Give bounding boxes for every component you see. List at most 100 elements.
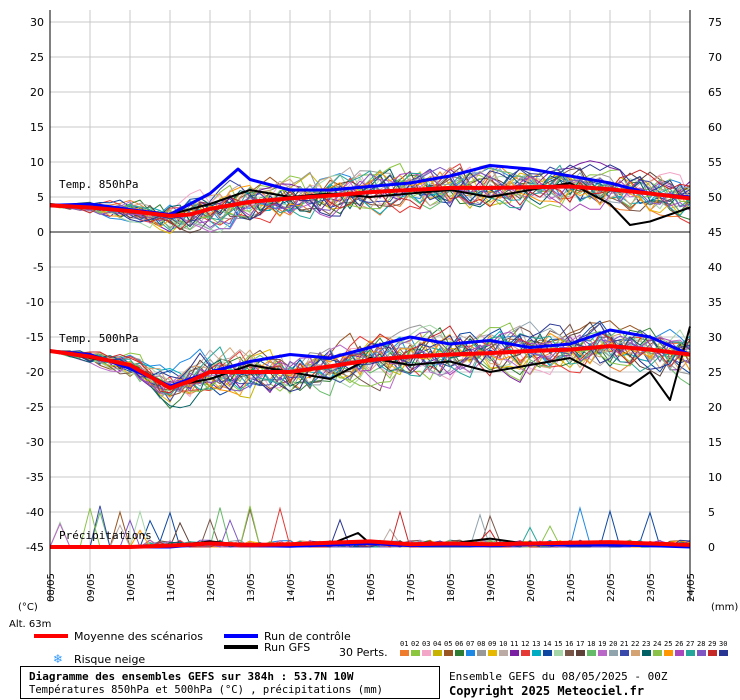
perturbation-number: 06	[455, 640, 464, 648]
perturbation-swatch	[686, 650, 695, 656]
perturbation-number: 20	[609, 640, 618, 648]
perturbation-swatch	[576, 650, 585, 656]
perturbation-number: 03	[422, 640, 431, 648]
x-tick-label: 20/05	[526, 573, 537, 602]
legend-gfs-text: Run GFS	[264, 641, 311, 654]
right-tick-label: 0	[708, 541, 715, 554]
perturbation-swatch	[719, 650, 728, 656]
left-tick-label: 20	[30, 86, 44, 99]
x-tick-label: 09/05	[86, 573, 97, 602]
perturbation-swatch	[609, 650, 618, 656]
perturbation-number: 27	[686, 640, 695, 648]
perturbation-swatch	[455, 650, 464, 656]
mean-precip-line	[50, 539, 691, 549]
perturbation-number: 28	[697, 640, 706, 648]
perturbation-number: 14	[543, 640, 552, 648]
perturbation-number: 16	[565, 640, 574, 648]
x-tick-label: 21/05	[566, 573, 577, 602]
perturbation-swatch	[675, 650, 684, 656]
x-tick-label: 13/05	[246, 573, 257, 602]
perturbation-swatch	[411, 650, 420, 656]
perturbation-swatch	[499, 650, 508, 656]
right-tick-label: 25	[708, 366, 722, 379]
x-tick-label: 22/05	[606, 573, 617, 602]
grid-lines	[49, 10, 691, 601]
perturbation-swatch	[598, 650, 607, 656]
left-tick-label: -10	[26, 296, 44, 309]
copyright: Copyright 2025 Meteociel.fr	[449, 684, 645, 698]
perturbation-number: 30	[719, 640, 728, 648]
perturbation-number: 19	[598, 640, 607, 648]
perturbations-label: 30 Perts.	[339, 646, 388, 659]
left-tick-label: -40	[26, 506, 44, 519]
perturbation-number: 02	[411, 640, 420, 648]
perturbation-swatch	[444, 650, 453, 656]
left-tick-label: -5	[33, 261, 44, 274]
perturbation-06-t500-line	[49, 326, 691, 410]
perturbation-number: 22	[631, 640, 640, 648]
t500-label: Temp. 500hPa	[59, 332, 138, 345]
left-tick-label: 15	[30, 121, 44, 134]
perturbation-number: 11	[510, 640, 519, 648]
right-tick-label: 60	[708, 121, 722, 134]
main-series-lines	[49, 164, 691, 549]
x-tick-label: 16/05	[366, 573, 377, 602]
altitude-label: Alt. 63m	[9, 619, 51, 630]
right-tick-label: 20	[708, 401, 722, 414]
right-tick-label: 30	[708, 331, 722, 344]
perturbation-swatch	[565, 650, 574, 656]
right-tick-label: 35	[708, 296, 722, 309]
x-tick-label: 15/05	[326, 573, 337, 602]
snowflake-icon: ❄	[53, 652, 64, 666]
right-tick-label: 15	[708, 436, 722, 449]
right-tick-label: 65	[708, 86, 722, 99]
title-box: Diagramme des ensembles GEFS sur 384h : …	[20, 666, 440, 699]
left-tick-label: 25	[30, 51, 44, 64]
legend-control-text: Run de contrôle	[264, 630, 351, 643]
perturbation-swatch	[532, 650, 541, 656]
perturbation-30-t850-line	[49, 164, 691, 228]
perturbation-22-t500-line	[49, 333, 691, 391]
x-tick-label: 19/05	[486, 573, 497, 602]
left-tick-label: -45	[26, 541, 44, 554]
left-tick-label: 30	[30, 16, 44, 29]
legend-snow-text: Risque neige	[74, 653, 146, 666]
left-tick-label: -35	[26, 471, 44, 484]
right-tick-label: 70	[708, 51, 722, 64]
left-tick-label: 0	[37, 226, 44, 239]
perturbation-swatch	[642, 650, 651, 656]
perturbation-number: 01	[400, 640, 409, 648]
right-tick-label: 10	[708, 471, 722, 484]
left-tick-label: -20	[26, 366, 44, 379]
x-tick-label: 18/05	[446, 573, 457, 602]
perturbation-swatch	[400, 650, 409, 656]
perturbation-swatch	[488, 650, 497, 656]
x-tick-label: 24/05	[686, 573, 697, 602]
perturbation-number: 29	[708, 640, 717, 648]
perturbation-number: 12	[521, 640, 530, 648]
x-tick-label: 17/05	[406, 573, 417, 602]
right-tick-label: 50	[708, 191, 722, 204]
perturbation-number: 09	[488, 640, 497, 648]
left-tick-label: -25	[26, 401, 44, 414]
perturbation-swatch	[554, 650, 563, 656]
perturbation-swatch	[477, 650, 486, 656]
perturbation-number: 25	[664, 640, 673, 648]
right-tick-label: 5	[708, 506, 715, 519]
mean-t500-line	[49, 344, 691, 391]
perturbation-number: 04	[433, 640, 442, 648]
perturbation-swatch	[521, 650, 530, 656]
legend-mean-line	[34, 634, 68, 638]
perturbation-number: 08	[477, 640, 486, 648]
perturbation-swatch	[708, 650, 717, 656]
left-tick-label: -15	[26, 331, 44, 344]
perturbation-14-t500-line	[49, 320, 691, 396]
x-axis-ticks: 08/05 09/05 10/05 11/05 12/05 13/05 14/05 15/05…	[46, 573, 697, 602]
perturbation-swatch	[620, 650, 629, 656]
t850-label: Temp. 850hPa	[59, 178, 138, 191]
perturbation-swatch	[587, 650, 596, 656]
perturbation-number: 23	[642, 640, 651, 648]
chart-title: Diagramme des ensembles GEFS sur 384h : …	[29, 670, 354, 683]
mean-t850-line	[49, 184, 691, 218]
